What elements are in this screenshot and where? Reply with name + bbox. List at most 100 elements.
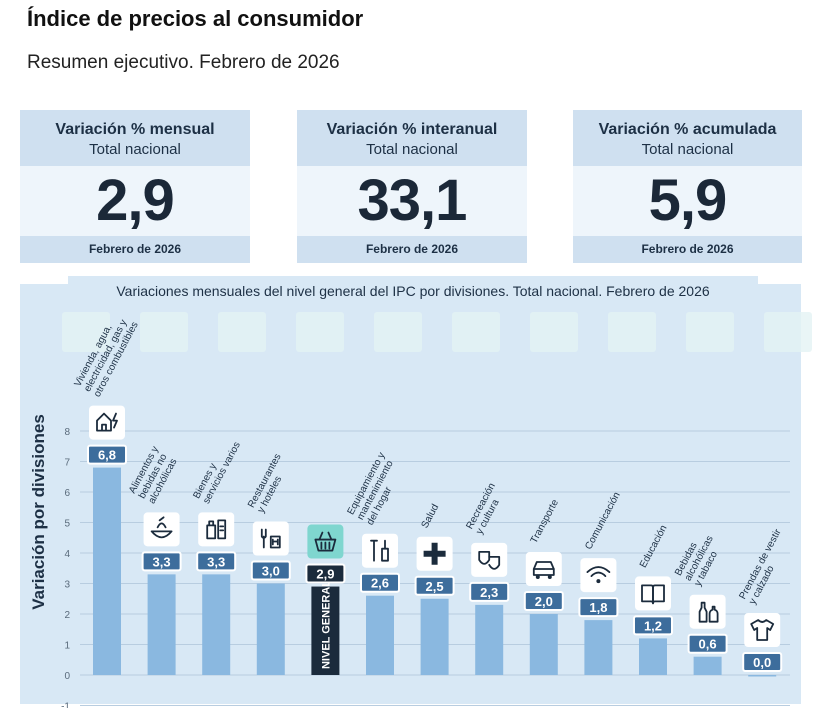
value-label-box [196, 551, 237, 572]
y-tick-label: 2 [64, 610, 70, 621]
category-label: Equipamiento ymantenimientodel hogar [346, 451, 408, 527]
card-value: 2,9 [20, 166, 250, 236]
card-label: Variación % mensual [55, 121, 215, 138]
value-label-box [87, 444, 127, 465]
category-label: Educación [638, 523, 670, 569]
value-label: 3,3 [207, 554, 225, 569]
theater-masks-icon [471, 542, 508, 577]
card-period: Febrero de 2026 [88, 242, 182, 256]
y-tick-label: 3 [64, 580, 70, 591]
category-label: Prendas de vestiry calzado [737, 527, 793, 607]
bar [147, 574, 176, 675]
value-label: 6,8 [98, 448, 116, 463]
category-label: Alimentos ybebidas noalcohólicas [127, 445, 180, 506]
category-group: 1,2 Educación [633, 523, 673, 675]
page-subtitle: Resumen ejecutivo. Febrero de 2026 [27, 52, 340, 73]
category-group: 0,0 Prendas de vestiry calzado [737, 527, 793, 677]
category-group: 2,6 Equipamiento ymantenimientodel hogar [346, 451, 408, 675]
value-label-box [742, 652, 783, 672]
value-label-box [141, 551, 182, 572]
basket-icon [307, 524, 344, 559]
card-sublabel: Total nacional [366, 141, 458, 158]
value-label-box [687, 633, 728, 654]
card-label: Variación % acumulada [598, 121, 777, 138]
value-label-box [414, 575, 455, 596]
bar [475, 604, 504, 675]
food-bowl-icon [143, 512, 180, 547]
bar [748, 675, 777, 677]
bar [202, 574, 231, 675]
card-period: Febrero de 2026 [641, 242, 734, 256]
value-label-box [523, 591, 564, 611]
bar [529, 614, 558, 675]
value-label: 2,3 [480, 585, 498, 600]
card-sublabel: Total nacional [641, 141, 734, 158]
card-label: Variación % interanual [326, 121, 498, 138]
y-tick-label: 7 [64, 458, 70, 469]
y-tick-label: 1 [64, 641, 70, 652]
y-tick-label: 5 [64, 519, 70, 530]
y-tick-label: 8 [64, 427, 70, 438]
y-tick-label: 4 [64, 549, 70, 560]
category-group: 0,6 Bebidasalcohólicasy tabaco [673, 529, 728, 675]
wifi-icon [580, 558, 617, 593]
category-group: 2,0 Transporte [523, 497, 564, 675]
category-label: Comunicación [583, 490, 622, 551]
category-label: Salud [420, 502, 442, 530]
category-group: 2,3 Recreacióny cultura [464, 481, 510, 675]
category-label: Bebidasalcohólicasy tabaco [673, 529, 725, 588]
value-label-box [305, 563, 346, 584]
bar [639, 638, 667, 675]
y-tick-label: 0 [64, 671, 70, 682]
cutlery-hotel-icon [252, 521, 289, 556]
value-label: 2,0 [535, 594, 553, 609]
value-label: 0,6 [699, 637, 717, 652]
tools-icon [362, 533, 398, 568]
y-axis-label: Variación por divisiones [29, 414, 48, 610]
chart-title: Variaciones mensuales del nivel general … [68, 276, 758, 306]
value-label-box [469, 581, 510, 602]
card-yearly: Variación % interanual Total nacional 33… [297, 110, 527, 263]
page-title: Índice de precios al consumidor [27, 6, 364, 31]
category-group: 2,5 Salud [414, 502, 455, 675]
category-group: 3,3 Bienes yservicios varios [191, 440, 243, 675]
value-label-box [633, 615, 673, 636]
card-monthly: Variación % mensual Total nacional 2,9 F… [20, 110, 250, 263]
card-value: 33,1 [297, 166, 527, 236]
bar [256, 583, 285, 675]
value-label: 3,0 [262, 564, 280, 579]
value-label-box [360, 572, 400, 593]
background-pattern [62, 312, 812, 352]
category-group: 1,8 Comunicación [578, 490, 623, 675]
bottles-icon [689, 594, 726, 629]
bar [93, 467, 121, 675]
value-label: 2,6 [371, 576, 389, 591]
bar [311, 586, 340, 675]
card-sublabel: Total nacional [89, 141, 181, 158]
bar [584, 620, 613, 675]
book-icon [635, 576, 671, 611]
value-label-box [578, 597, 619, 618]
value-label: 3,3 [153, 554, 171, 569]
value-label: 1,2 [644, 618, 662, 633]
toiletries-icon [198, 512, 235, 547]
bar [366, 595, 394, 675]
card-cumulative: Variación % acumulada Total nacional 5,9… [573, 110, 802, 263]
tshirt-icon [744, 613, 781, 647]
house-energy-icon [89, 405, 125, 440]
value-label-box [250, 560, 291, 581]
category-label: Transporte [529, 497, 561, 545]
bar-inline-label: NIVEL GENERAL [320, 580, 332, 669]
card-period: Febrero de 2026 [365, 242, 459, 256]
value-label: 1,8 [589, 600, 607, 615]
y-tick-label: -1 [61, 702, 70, 708]
category-label: Recreacióny cultura [464, 481, 507, 536]
y-tick-label: 6 [64, 488, 70, 499]
health-cross-icon [416, 536, 453, 571]
car-icon [525, 552, 562, 586]
bar [693, 656, 722, 675]
value-label: 2,9 [316, 567, 334, 582]
